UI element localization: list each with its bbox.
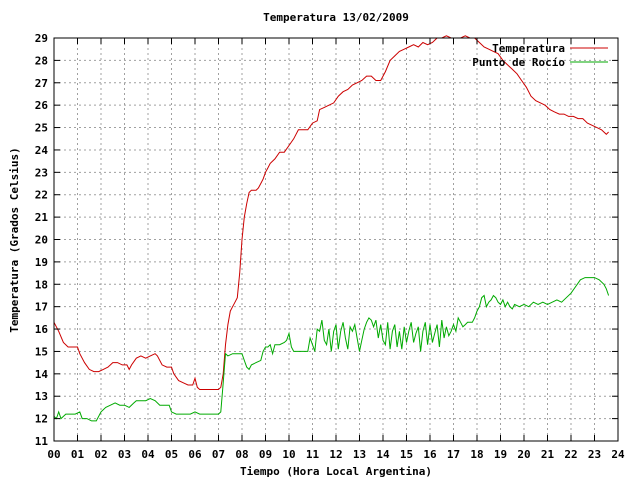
y-tick-label: 17 [35,301,48,314]
y-tick-label: 27 [35,77,48,90]
y-tick-label: 13 [35,390,48,403]
y-axis-label: Temperatura (Grados Celsius) [8,147,21,332]
chart-title: Temperatura 13/02/2009 [263,11,409,24]
x-tick-label: 14 [376,448,390,461]
x-tick-label: 16 [423,448,437,461]
y-tick-label: 15 [35,345,48,358]
x-tick-label: 01 [71,448,85,461]
y-tick-label: 26 [35,99,49,112]
x-tick-label: 06 [188,448,202,461]
x-tick-label: 00 [47,448,60,461]
y-tick-label: 18 [35,278,48,291]
axis-ticks [53,37,619,442]
x-tick-label: 23 [588,448,601,461]
y-tick-label: 22 [35,189,48,202]
y-tick-label: 11 [35,435,49,448]
y-tick-label: 25 [35,122,48,135]
y-tick-label: 14 [35,368,49,381]
x-tick-label: 09 [259,448,272,461]
legend-label-punto-de-rocio: Punto de Rocío [472,56,565,69]
x-tick-label: 24 [611,448,625,461]
x-tick-label: 11 [306,448,320,461]
x-tick-label: 07 [212,448,225,461]
x-tick-label: 04 [141,448,155,461]
x-tick-label: 22 [564,448,577,461]
x-tick-label: 03 [118,448,131,461]
x-tick-label: 13 [353,448,366,461]
x-tick-label: 18 [470,448,483,461]
x-tick-label: 10 [282,448,295,461]
y-tick-label: 20 [35,234,48,247]
series-lines [53,35,610,422]
x-tick-label: 08 [235,448,248,461]
legend: Temperatura Punto de Rocío [472,42,608,69]
x-tick-label: 20 [517,448,530,461]
y-tick-label: 16 [35,323,49,336]
y-tick-label: 28 [35,54,48,67]
x-tick-label: 21 [541,448,555,461]
y-tick-label: 12 [35,413,48,426]
y-tick-label: 24 [35,144,49,157]
y-tick-label: 19 [35,256,48,269]
y-tick-labels: 11 12 13 14 15 16 17 18 19 20 21 22 23 24 25 26 27 28 29 [35,32,49,448]
y-tick-label: 21 [35,211,49,224]
x-tick-labels: 00 01 02 03 04 05 06 07 08 09 10 11 12 13 14 15 16 17 18 19… [47,448,625,461]
series-line-temperatura [53,35,609,390]
x-tick-label: 15 [400,448,413,461]
x-tick-label: 05 [165,448,178,461]
series-line-punto-de-rocio [53,277,610,422]
x-axis-label: Tiempo (Hora Local Argentina) [240,465,432,478]
x-tick-label: 02 [94,448,107,461]
x-tick-label: 17 [447,448,460,461]
legend-label-temperatura: Temperatura [492,42,565,55]
x-tick-label: 19 [494,448,507,461]
y-tick-label: 23 [35,166,48,179]
x-tick-label: 12 [329,448,342,461]
grid [54,38,618,441]
y-tick-label: 29 [35,32,48,45]
